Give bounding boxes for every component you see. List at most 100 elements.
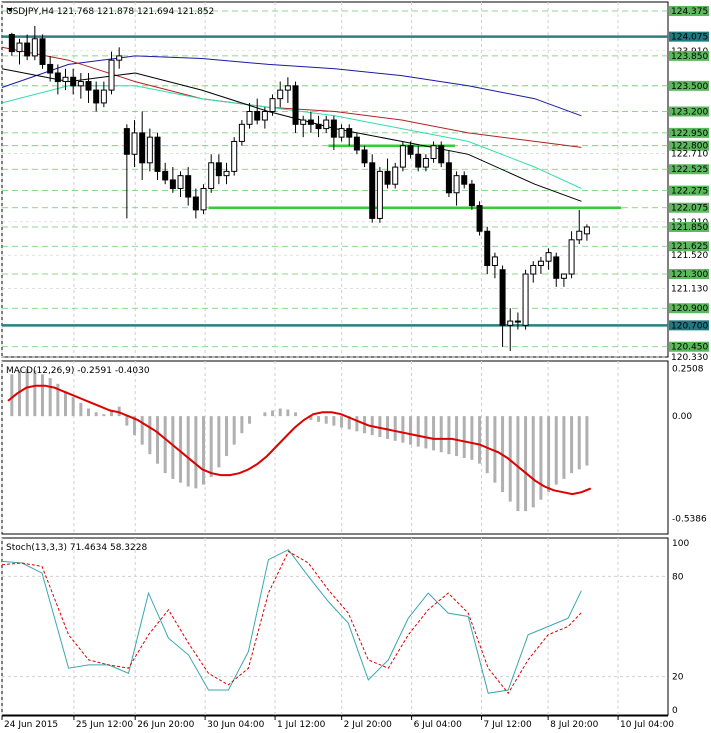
candle-bear xyxy=(553,256,560,279)
price-label-8: 122.710 xyxy=(671,149,708,159)
candle-bull xyxy=(246,110,253,125)
candle-bear xyxy=(369,162,376,219)
time-label-4: 1 Jul 12:00 xyxy=(277,720,326,730)
stoch-axis-label-0: 100 xyxy=(672,539,689,549)
candle-bull xyxy=(430,145,437,160)
price-label-5: 123.200 xyxy=(671,107,708,117)
time-label-9: 10 Jul 04:00 xyxy=(620,720,674,730)
candle-bull xyxy=(399,145,406,168)
candle-bear xyxy=(476,205,483,232)
candle-bear xyxy=(307,119,314,125)
candle-bull xyxy=(522,273,529,326)
price-label-14: 121.625 xyxy=(671,242,708,252)
candle-bear xyxy=(162,170,169,181)
candle-bull xyxy=(422,158,429,168)
price-label-box xyxy=(669,5,709,16)
candle-bull xyxy=(568,239,575,275)
candle-bear xyxy=(499,269,506,326)
candle-bull xyxy=(300,119,307,125)
price-label-box xyxy=(669,241,709,252)
price-label-9: 122.525 xyxy=(671,165,708,175)
candle-bear xyxy=(445,162,452,194)
price-label-19: 120.700 xyxy=(671,321,708,331)
stoch-axis-label-1: 80 xyxy=(672,572,684,582)
price-label-box xyxy=(669,202,709,213)
candle-bear xyxy=(192,196,199,211)
candle-bear xyxy=(484,230,491,266)
candle-bull xyxy=(491,256,498,266)
candle-bull xyxy=(62,76,69,83)
candle-bear xyxy=(54,72,61,83)
price-label-10: 122.275 xyxy=(671,187,708,197)
stoch-axis-label-3: 0 xyxy=(672,706,678,716)
price-label-21: 120.330 xyxy=(671,353,708,363)
candle-bull xyxy=(200,187,207,211)
candle-bull xyxy=(376,170,383,219)
candle-bull xyxy=(284,85,291,91)
candle-bull xyxy=(583,226,590,235)
stoch-signal-line xyxy=(1,550,582,695)
price-label-20: 120.450 xyxy=(671,343,708,353)
candle-bear xyxy=(47,63,54,74)
candle-bull xyxy=(177,175,184,189)
price-pane-title: USDJPY,H4 121.768 121.878 121.694 121.85… xyxy=(6,7,214,17)
candle-bear xyxy=(93,89,100,104)
macd-axis-label-2: -0.5386 xyxy=(672,515,707,525)
candle-bear xyxy=(407,145,414,155)
candle-bull xyxy=(545,252,552,262)
time-label-7: 7 Jul 12:00 xyxy=(484,720,533,730)
candle-bear xyxy=(85,81,92,91)
candle-bull xyxy=(231,140,238,172)
candle-bear xyxy=(139,132,146,164)
candle-bear xyxy=(70,76,77,87)
price-label-box xyxy=(669,50,709,61)
candle-bull xyxy=(392,166,399,185)
candle-bull xyxy=(108,59,115,91)
candle-bull xyxy=(261,110,268,121)
stoch-pane-title: Stoch(13,3,3) 71.4634 58.3228 xyxy=(6,543,147,553)
candle-bear xyxy=(461,175,468,185)
price-label-box xyxy=(669,221,709,232)
price-label-13: 121.850 xyxy=(671,223,708,233)
candle-bull xyxy=(453,175,460,194)
pane-frame-2 xyxy=(1,537,669,716)
candle-bear xyxy=(346,128,353,138)
price-label-box xyxy=(669,320,709,331)
price-label-16: 121.300 xyxy=(671,270,708,280)
moving-average-0 xyxy=(1,55,582,117)
price-label-box xyxy=(669,269,709,280)
macd-pane-title: MACD(12,26,9) -0.2591 -0.4030 xyxy=(6,366,150,376)
candle-bear xyxy=(415,153,422,168)
candle-bull xyxy=(223,170,230,177)
candle-bull xyxy=(277,89,284,100)
time-label-2: 26 Jun 20:00 xyxy=(137,720,194,730)
candle-bull xyxy=(514,320,521,323)
time-label-8: 8 Jul 20:00 xyxy=(550,720,599,730)
price-label-1: 124.075 xyxy=(671,33,708,43)
pane-frame-1 xyxy=(1,360,669,535)
candle-bull xyxy=(116,55,123,61)
candle-bear xyxy=(292,85,299,125)
candle-bear xyxy=(330,119,337,138)
price-label-4: 123.500 xyxy=(671,82,708,92)
candle-bear xyxy=(123,128,130,155)
candle-bull xyxy=(16,42,23,53)
price-label-17: 121.130 xyxy=(671,285,708,295)
candle-bull xyxy=(507,320,514,326)
price-label-3: 123.850 xyxy=(671,52,708,62)
price-label-box xyxy=(669,140,709,151)
time-label-5: 2 Jul 20:00 xyxy=(344,720,393,730)
candle-bull xyxy=(530,264,537,275)
candle-bear xyxy=(169,179,176,189)
candle-bull xyxy=(560,273,567,279)
candle-bear xyxy=(254,110,261,121)
price-label-box xyxy=(669,31,709,42)
price-label-0: 124.375 xyxy=(671,7,708,17)
macd-signal-line xyxy=(7,384,592,496)
candle-bear xyxy=(215,162,222,177)
candle-bull xyxy=(131,132,138,155)
candle-bear xyxy=(39,38,46,65)
macd-axis-label-0: 0.2508 xyxy=(672,364,704,374)
